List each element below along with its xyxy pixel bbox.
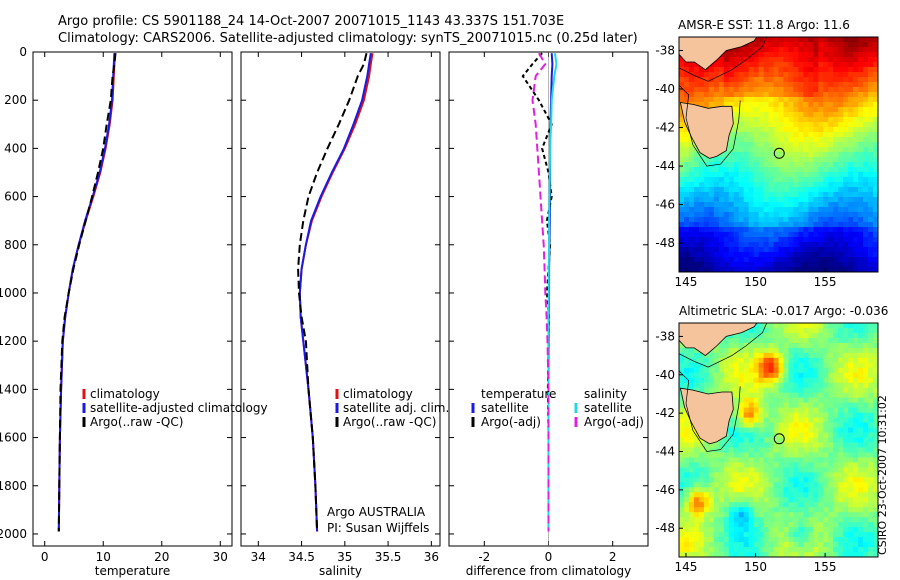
annotation: PI: Susan Wijffels (327, 521, 429, 535)
legend-label: Argo(-adj) (481, 415, 541, 429)
map-frame (678, 322, 879, 558)
x-tick-label: 34 (251, 550, 266, 564)
plot-frame (240, 51, 441, 547)
x-tick-label: 0 (41, 550, 49, 564)
shelf-contour (678, 36, 768, 82)
y-tick-label: 1600 (0, 431, 27, 445)
map-field (679, 323, 879, 558)
plot-frame (32, 51, 233, 547)
y-tick-label: -38 (655, 329, 675, 343)
shelf-contour (678, 370, 741, 452)
legend-title: salinity (584, 387, 627, 401)
x-axis-label: temperature (95, 564, 170, 578)
y-tick-label: 200 (4, 93, 27, 107)
y-tick-label: 600 (4, 190, 27, 204)
legend-label: satellite-adjusted climatology (90, 401, 268, 415)
x-tick-label: -2 (478, 550, 490, 564)
legend-label: Argo(..raw -QC) (90, 415, 183, 429)
y-tick-label: -40 (655, 82, 675, 96)
argo-location-marker (773, 433, 785, 445)
legend-label: satellite (481, 401, 529, 415)
y-tick-label: 1000 (0, 286, 27, 300)
sst-map-panel: 145 150 155 -38 -40 -42 -44 -46 -48 (655, 36, 879, 289)
x-tick-label: 35.5 (375, 550, 402, 564)
salinity-panel: 34 34.5 35 35.5 36 salinity climatologysatelli… (240, 51, 449, 578)
y-tick-label: -42 (655, 121, 675, 135)
legend-label: climatology (90, 387, 160, 401)
series-line (531, 52, 550, 532)
y-tick-label: 400 (4, 141, 27, 155)
x-axis-label: difference from climatology (466, 564, 632, 578)
x-tick-label: 155 (814, 560, 837, 574)
sla-map-panel: 145 150 155 -38 -40 -42 -44 -46 -48 (655, 322, 879, 574)
shelf-contour (678, 322, 768, 368)
annotation: Argo AUSTRALIA (327, 505, 426, 519)
series-line (298, 53, 372, 532)
y-tick-label: -38 (655, 43, 675, 57)
legend-title: temperature (481, 387, 556, 401)
y-tick-label: -48 (655, 521, 675, 535)
y-tick-label: 0 (19, 45, 27, 59)
y-tick-label: -46 (655, 483, 675, 497)
x-tick-label: 155 (814, 275, 837, 289)
x-tick-label: 34.5 (288, 550, 315, 564)
csiro-credit: CSIRO 23-Oct-2007 10:31:02 (876, 395, 889, 555)
x-tick-label: 36 (424, 550, 439, 564)
x-tick-label: 145 (675, 275, 698, 289)
map-frame (678, 36, 879, 273)
y-tick-label: 1400 (0, 382, 27, 396)
temperature-panel: 0 10 20 30 0 200 400 600 800 1000 1200 1400 1600 1800… (0, 45, 268, 578)
x-tick-label: 35 (337, 550, 352, 564)
y-tick-label: 2000 (0, 527, 27, 541)
y-tick-label: -46 (655, 198, 675, 212)
legend-label: Argo(-adj) (584, 415, 644, 429)
x-tick-label: 30 (213, 550, 228, 564)
shelf-contour (678, 84, 741, 167)
series-line (298, 53, 374, 532)
tasmania-land (679, 102, 734, 159)
series-line (297, 52, 368, 532)
profile-title: Argo profile: CS 5901188_24 14-Oct-2007 … (58, 14, 565, 29)
legend-label: climatology (343, 387, 413, 401)
y-tick-label: 800 (4, 238, 27, 252)
x-tick-label: 10 (96, 550, 111, 564)
y-tick-label: 1800 (0, 479, 27, 493)
x-axis-label: salinity (319, 564, 362, 578)
argo-location-marker (773, 147, 785, 159)
map-field (679, 37, 879, 273)
y-tick-label: 1200 (0, 334, 27, 348)
x-tick-label: 2 (609, 550, 617, 564)
x-tick-label: 150 (744, 275, 767, 289)
y-tick-label: -42 (655, 406, 675, 420)
climatology-subtitle: Climatology: CARS2006. Satellite-adjuste… (58, 31, 638, 46)
tasmania-land (679, 387, 734, 445)
series-line (57, 53, 117, 532)
x-tick-label: 20 (154, 550, 169, 564)
y-tick-label: -40 (655, 368, 675, 382)
legend-label: satellite adj. clim. (343, 401, 449, 415)
x-tick-label: 145 (675, 560, 698, 574)
x-tick-label: 0 (545, 550, 553, 564)
legend-label: satellite (584, 401, 632, 415)
legend-label: Argo(..raw -QC) (343, 415, 436, 429)
series-line (521, 52, 553, 532)
y-tick-label: -44 (655, 445, 675, 459)
legend: temperature salinitysatelliteArgo(-adj)sa… (471, 387, 644, 429)
y-tick-label: -48 (655, 236, 675, 250)
sst-map-title: AMSR-E SST: 11.8 Argo: 11.6 (678, 18, 850, 32)
y-tick-label: -44 (655, 159, 675, 173)
sla-map-title: Altimetric SLA: -0.017 Argo: -0.036 (679, 304, 889, 318)
x-tick-label: 150 (744, 560, 767, 574)
